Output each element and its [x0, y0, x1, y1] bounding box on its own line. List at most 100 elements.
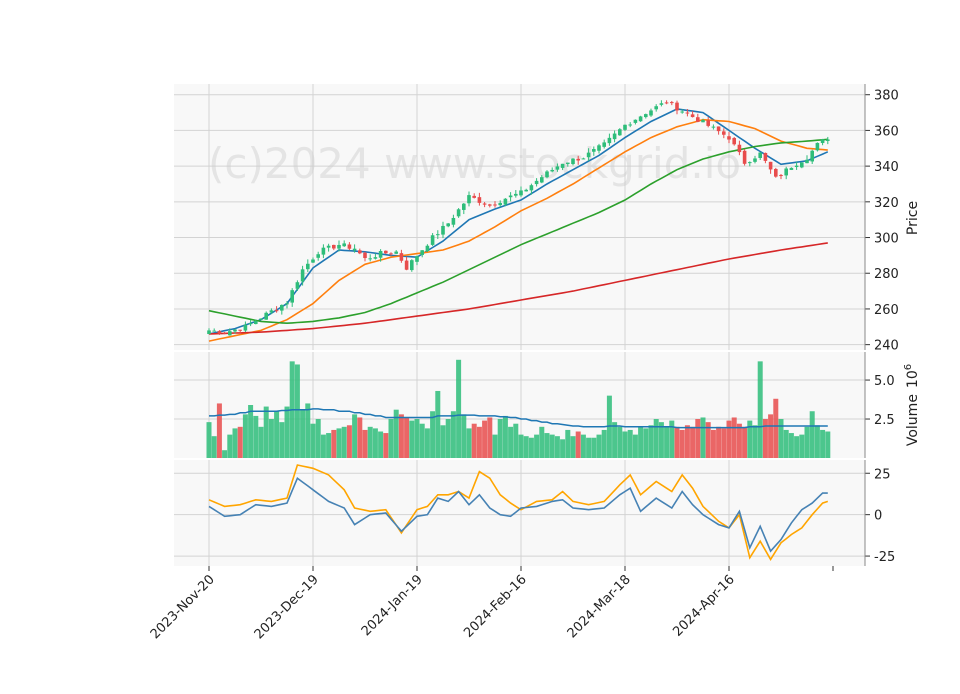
candle-body — [758, 152, 762, 158]
candle-body — [649, 110, 653, 116]
volume-bar — [534, 434, 540, 458]
candle-body — [768, 161, 773, 170]
candle-body — [254, 321, 258, 325]
x-tick-label: 2023-Nov-20 — [148, 572, 218, 642]
candle-body — [545, 171, 549, 178]
volume-bar — [362, 429, 368, 458]
volume-bar — [643, 428, 649, 458]
volume-bar — [742, 426, 748, 458]
volume-bar — [352, 414, 358, 458]
candle-body — [384, 250, 388, 254]
x-tick-label: 2024-Jan-19 — [359, 572, 426, 639]
volume-bar — [596, 434, 602, 458]
volume-tick-label: 2.5 — [874, 413, 895, 428]
candle-body — [352, 248, 357, 251]
candle-body — [332, 244, 336, 249]
candle-body — [737, 144, 742, 153]
volume-bar — [653, 419, 659, 458]
candle-body — [514, 193, 518, 196]
candle-body — [722, 131, 726, 135]
volume-bar — [580, 434, 586, 458]
price-tick-label: 240 — [874, 339, 899, 354]
candle-body — [519, 190, 523, 196]
candle-body — [794, 165, 799, 168]
oscillator-slow-line — [208, 464, 829, 561]
volume-bar — [820, 429, 826, 458]
volume-bar — [300, 409, 306, 458]
candle-body — [716, 126, 721, 132]
volume-bar — [310, 423, 316, 458]
volume-unit-base: 10 — [905, 370, 921, 388]
candle-body — [659, 103, 664, 105]
candle-body — [326, 245, 331, 248]
oscillator-panel-background — [174, 460, 865, 566]
volume-bar — [632, 434, 638, 458]
volume-bar — [274, 411, 280, 458]
candle-body — [789, 167, 794, 170]
volume-bar — [638, 426, 644, 458]
candle-body — [602, 142, 606, 147]
volume-bar — [804, 426, 810, 458]
volume-bar — [513, 423, 519, 458]
volume-bar — [554, 436, 560, 458]
volume-bar — [430, 411, 436, 458]
candle-body — [212, 330, 216, 332]
volume-bar — [731, 417, 737, 458]
x-tick-label: 2024-Feb-16 — [461, 572, 530, 641]
candle-body — [638, 116, 643, 122]
volume-bar — [305, 403, 311, 458]
volume-bar — [617, 426, 623, 458]
volume-bar — [528, 437, 534, 458]
candle-body — [748, 162, 752, 164]
volume-axis-label-name: Volume — [905, 394, 921, 446]
volume-bar — [794, 436, 800, 458]
candle-body — [571, 158, 575, 165]
volume-bar — [664, 426, 670, 458]
candle-body — [498, 203, 502, 206]
volume-bar — [591, 437, 597, 458]
volume-bar — [508, 426, 514, 458]
volume-bar — [253, 415, 259, 458]
candle-body — [363, 252, 367, 259]
candle-body — [222, 332, 227, 334]
candle-body — [493, 204, 497, 206]
volume-bar — [263, 406, 269, 458]
volume-bar — [315, 419, 321, 458]
candle-body — [675, 102, 679, 111]
volume-bar — [393, 409, 399, 458]
candle-body — [295, 282, 300, 289]
candle-body — [456, 209, 461, 217]
candle-body — [524, 189, 528, 192]
volume-bar — [284, 406, 290, 458]
price-axis-label: Price — [905, 201, 921, 235]
volume-bar — [258, 426, 264, 458]
volume-bar — [762, 419, 768, 458]
volume-bar — [601, 429, 607, 458]
price-tick-label: 260 — [874, 303, 899, 318]
volume-bar — [320, 434, 326, 458]
x-tick-label: 2023-Dec-19 — [252, 572, 322, 642]
volume-bar — [294, 364, 300, 458]
candle-body — [774, 168, 778, 177]
candle-body — [373, 257, 378, 259]
volume-bar — [544, 433, 550, 458]
price-tick-label: 300 — [874, 232, 899, 247]
candle-body — [592, 149, 596, 152]
candle-body — [217, 331, 222, 334]
volume-bar — [222, 450, 228, 458]
candle-body — [389, 253, 393, 255]
x-tick-label: 2024-Apr-16 — [670, 572, 737, 639]
candle-body — [228, 331, 232, 336]
candle-body — [779, 175, 783, 177]
volume-ma-line — [209, 408, 828, 429]
volume-bar — [461, 414, 467, 458]
volume-bar — [523, 436, 529, 458]
volume-bar — [341, 426, 347, 458]
candle-body — [207, 330, 211, 334]
volume-bar — [684, 425, 690, 458]
candle-body — [311, 259, 315, 263]
oscillator-tick-label: -25 — [874, 550, 895, 565]
candle-body — [342, 243, 346, 247]
